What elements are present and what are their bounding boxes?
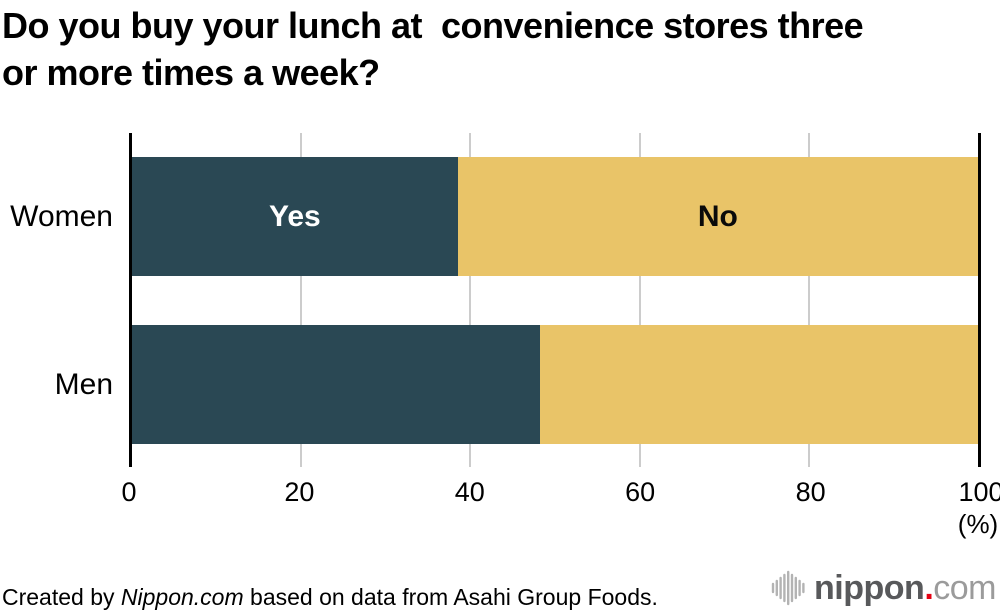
x-tick-label-40: 40 xyxy=(454,477,485,507)
attribution-prefix: Created by xyxy=(2,584,121,610)
bar-segment-women-yes: Yes xyxy=(132,157,458,276)
category-label-women: Women xyxy=(10,200,113,233)
soundwave-icon xyxy=(771,570,805,606)
nippon-logo: nippon.com xyxy=(771,566,996,610)
attribution-text: Created by Nippon.com based on data from… xyxy=(2,584,658,611)
x-tick-label-100: 100 xyxy=(958,477,1000,507)
attribution-brand: Nippon.com xyxy=(120,584,244,610)
x-tick-label-0: 0 xyxy=(121,477,137,507)
attribution-suffix: based on data from Asahi Group Foods. xyxy=(243,584,658,610)
bar-segment-men-yes xyxy=(132,325,540,444)
bar-row-men xyxy=(132,325,978,444)
gridlines xyxy=(132,133,978,467)
gridline-40 xyxy=(469,133,472,467)
x-axis-ticks: 0 20 40 60 80 100 xyxy=(121,477,1000,507)
bar-segment-men-no xyxy=(539,325,978,444)
gridline-60 xyxy=(638,133,641,467)
bar-segment-women-no: No xyxy=(457,157,978,276)
segment-label-yes: Yes xyxy=(268,199,321,233)
logo-name: nippon xyxy=(814,569,925,607)
gridline-80 xyxy=(807,133,810,467)
category-label-men: Men xyxy=(54,368,113,401)
logo-wordmark: nippon.com xyxy=(814,566,996,610)
x-tick-label-20: 20 xyxy=(284,477,315,507)
logo-tld: com xyxy=(933,569,996,607)
x-tick-label-80: 80 xyxy=(795,477,826,507)
plot-area: Yes No xyxy=(129,133,981,467)
segment-label-no: No xyxy=(697,199,738,233)
gridline-20 xyxy=(300,133,303,467)
bar-row-women: Yes No xyxy=(132,157,978,276)
x-tick-label-60: 60 xyxy=(625,477,656,507)
chart-title: Do you buy your lunch at convenience sto… xyxy=(2,5,864,93)
logo-dot: . xyxy=(924,569,934,607)
x-axis-unit-label: (%) xyxy=(957,509,999,539)
